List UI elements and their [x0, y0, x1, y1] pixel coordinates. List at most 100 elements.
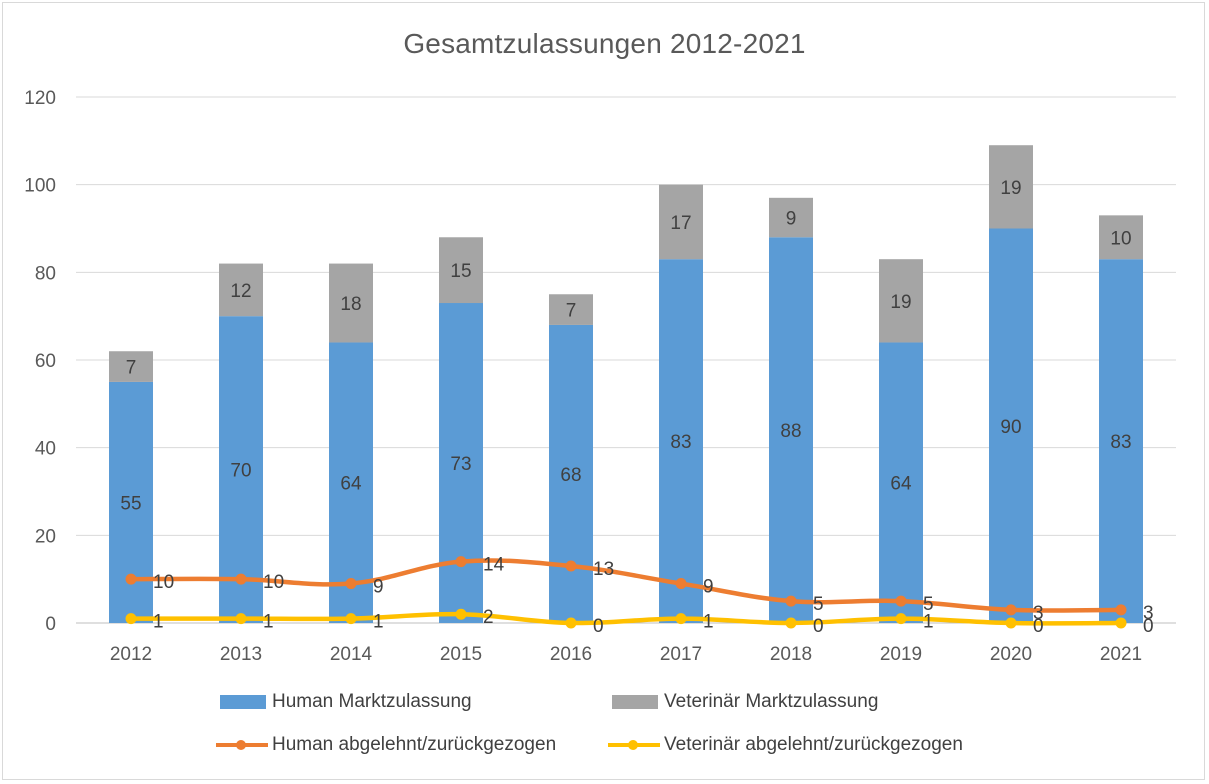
legend-swatch-veterinaer-marktzulassung: [612, 695, 658, 709]
y-tick-label-20: 20: [35, 526, 56, 547]
point-veterinaer-abgelehnt-2017: [675, 613, 687, 625]
bar-veterinaer-2019: [879, 259, 923, 343]
point-label-human-abgelehnt-2015: 14: [483, 555, 505, 576]
line-veterinaer-abgelehnt: [128, 611, 1124, 626]
bar-label-veterinaer-2016: 7: [566, 301, 577, 322]
y-tick-label-120: 120: [24, 88, 56, 109]
point-label-veterinaer-abgelehnt-2019: 1: [923, 612, 934, 633]
bar-human-2016: [549, 324, 593, 623]
bar-label-human-2018: 88: [780, 421, 801, 442]
bar-label-human-2012: 55: [120, 493, 141, 514]
bar-human-2015: [439, 303, 483, 623]
legend-swatch-veterinaer-abgelehnt: [608, 738, 660, 752]
bar-label-human-2015: 73: [450, 454, 471, 475]
point-veterinaer-abgelehnt-2020: [1005, 617, 1017, 629]
bar-label-human-2016: 68: [560, 465, 581, 486]
bar-human-2018: [769, 237, 813, 623]
legend-item-veterinaer-marktzulassung: Veterinär Marktzulassung: [612, 688, 878, 716]
legend-swatch-human-abgelehnt: [216, 738, 268, 752]
x-tick-label-2012: 2012: [110, 644, 152, 665]
bar-human-2013: [219, 316, 263, 623]
bar-veterinaer-2015: [439, 237, 483, 304]
point-human-abgelehnt-2015: [455, 556, 467, 568]
bar-human-2021: [1099, 259, 1143, 623]
point-label-veterinaer-abgelehnt-2018: 0: [813, 616, 824, 637]
x-tick-label-2015: 2015: [440, 644, 482, 665]
legend-item-veterinaer-abgelehnt: Veterinär abgelehnt/zurückgezogen: [608, 731, 963, 759]
chart-legend: Human Marktzulassung Veterinär Marktzula…: [0, 688, 1209, 768]
point-label-human-abgelehnt-2012: 10: [153, 572, 174, 593]
point-label-veterinaer-abgelehnt-2012: 1: [153, 612, 164, 633]
bar-label-human-2014: 64: [340, 474, 362, 495]
bar-label-veterinaer-2012: 7: [126, 358, 137, 379]
x-tick-label-2017: 2017: [660, 644, 702, 665]
point-label-veterinaer-abgelehnt-2016: 0: [593, 616, 604, 637]
x-tick-label-2020: 2020: [990, 644, 1032, 665]
point-label-veterinaer-abgelehnt-2021: 0: [1143, 616, 1154, 637]
bar-label-veterinaer-2017: 17: [670, 213, 691, 234]
point-human-abgelehnt-2013: [235, 573, 247, 585]
point-veterinaer-abgelehnt-2012: [125, 613, 137, 625]
point-veterinaer-abgelehnt-2015: [455, 608, 467, 620]
bar-veterinaer-2018: [769, 197, 813, 238]
point-human-abgelehnt-2014: [345, 578, 357, 590]
legend-item-human-marktzulassung: Human Marktzulassung: [220, 688, 472, 716]
bar-label-veterinaer-2018: 9: [786, 209, 797, 230]
bar-human-2020: [989, 228, 1033, 623]
bar-label-veterinaer-2021: 10: [1110, 228, 1131, 249]
bar-human-2017: [659, 259, 703, 623]
point-human-abgelehnt-2016: [565, 560, 577, 572]
bar-human-2014: [329, 342, 373, 623]
point-human-abgelehnt-2021: [1115, 604, 1127, 616]
point-veterinaer-abgelehnt-2016: [565, 617, 577, 629]
bar-veterinaer-2017: [659, 184, 703, 260]
legend-label-human-marktzulassung: Human Marktzulassung: [272, 691, 472, 712]
point-human-abgelehnt-2018: [785, 595, 797, 607]
x-tick-label-2013: 2013: [220, 644, 262, 665]
point-label-veterinaer-abgelehnt-2020: 0: [1033, 616, 1044, 637]
point-label-human-abgelehnt-2016: 13: [593, 559, 614, 580]
bar-label-human-2020: 90: [1000, 417, 1021, 438]
bar-veterinaer-2020: [989, 145, 1033, 229]
bar-veterinaer-2012: [109, 351, 153, 382]
legend-label-veterinaer-abgelehnt: Veterinär abgelehnt/zurückgezogen: [664, 734, 963, 755]
bar-human-2019: [879, 342, 923, 623]
bar-label-veterinaer-2020: 19: [1000, 178, 1021, 199]
y-tick-label-60: 60: [35, 351, 56, 372]
point-label-veterinaer-abgelehnt-2017: 1: [703, 612, 714, 633]
x-tick-label-2014: 2014: [330, 644, 373, 665]
y-tick-label-80: 80: [35, 263, 56, 284]
bar-label-human-2019: 64: [890, 474, 912, 495]
point-label-veterinaer-abgelehnt-2015: 2: [483, 607, 494, 628]
x-tick-label-2019: 2019: [880, 644, 922, 665]
point-label-human-abgelehnt-2021: 3: [1143, 603, 1154, 624]
bar-label-veterinaer-2014: 18: [340, 294, 361, 315]
bar-label-veterinaer-2015: 15: [450, 261, 471, 282]
point-human-abgelehnt-2020: [1005, 604, 1017, 616]
point-veterinaer-abgelehnt-2019: [895, 613, 907, 625]
point-label-human-abgelehnt-2017: 9: [703, 577, 714, 598]
point-label-veterinaer-abgelehnt-2014: 1: [373, 612, 384, 633]
y-tick-label-100: 100: [24, 176, 56, 197]
bar-label-veterinaer-2019: 19: [890, 292, 911, 313]
legend-label-human-abgelehnt: Human abgelehnt/zurückgezogen: [272, 734, 557, 755]
point-human-abgelehnt-2019: [895, 595, 907, 607]
bar-label-human-2013: 70: [230, 461, 251, 482]
bar-label-human-2021: 83: [1110, 432, 1131, 453]
legend-swatch-human-marktzulassung: [220, 695, 266, 709]
y-tick-label-40: 40: [35, 439, 56, 460]
point-human-abgelehnt-2012: [125, 573, 137, 585]
x-tick-label-2016: 2016: [550, 644, 592, 665]
point-label-human-abgelehnt-2014: 9: [373, 577, 384, 598]
point-human-abgelehnt-2017: [675, 578, 687, 590]
x-tick-label-2021: 2021: [1100, 644, 1142, 665]
bar-veterinaer-2013: [219, 263, 263, 317]
point-label-veterinaer-abgelehnt-2013: 1: [263, 612, 274, 633]
point-label-human-abgelehnt-2020: 3: [1033, 603, 1044, 624]
line-human-abgelehnt: [128, 558, 1124, 613]
point-veterinaer-abgelehnt-2021: [1115, 617, 1127, 629]
point-veterinaer-abgelehnt-2014: [345, 613, 357, 625]
chart-title: Gesamtzulassungen 2012-2021: [403, 28, 806, 59]
point-veterinaer-abgelehnt-2018: [785, 617, 797, 629]
